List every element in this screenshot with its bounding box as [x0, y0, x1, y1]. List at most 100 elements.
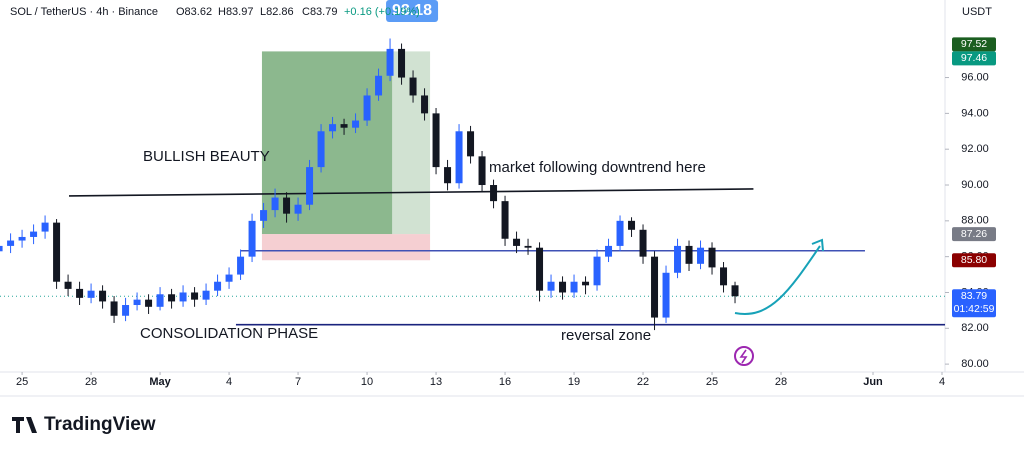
candle-body — [490, 185, 498, 202]
candle-body — [444, 167, 452, 184]
ohlc-low: L82.86 — [260, 6, 294, 18]
candle-body — [179, 292, 187, 302]
x-tick-label: Jun — [863, 376, 883, 388]
candle-body — [30, 231, 38, 237]
candle-body — [133, 299, 141, 306]
countdown: 01:42:59 — [954, 303, 995, 315]
logo-mark — [12, 417, 37, 433]
x-tick-label: 25 — [16, 376, 28, 388]
candle-body — [628, 220, 636, 230]
candle-body — [248, 220, 256, 257]
ohlc-close: C83.79 — [302, 6, 337, 18]
candle-body — [616, 220, 624, 246]
x-tick-label: 4 — [939, 376, 945, 388]
x-tick-label: 28 — [85, 376, 97, 388]
candle-body — [697, 247, 705, 264]
candle-body — [294, 204, 302, 214]
candle-body — [651, 256, 659, 318]
profit-zone — [261, 51, 393, 235]
candle-body — [271, 197, 279, 211]
candle-body — [53, 222, 61, 282]
candle-body — [513, 238, 521, 246]
event-icon[interactable] — [734, 346, 754, 366]
candle-body — [340, 124, 348, 128]
candle-body — [536, 247, 544, 291]
candle-body — [547, 281, 555, 291]
candle-body — [662, 272, 670, 318]
candle-body — [708, 247, 716, 268]
stop-zone — [261, 234, 431, 261]
candle-body — [225, 274, 233, 282]
price-tag-bg — [952, 289, 996, 318]
candle-body — [18, 236, 26, 241]
candle-body — [317, 131, 325, 168]
candle-body — [421, 95, 429, 114]
candle-body — [41, 222, 49, 232]
y-tick-label: 88.00 — [961, 215, 989, 227]
price-tag: 83.79 — [961, 290, 987, 302]
high-tag-bg — [386, 0, 439, 22]
arrow-head — [811, 238, 824, 252]
currency[interactable]: USDT — [962, 6, 992, 18]
y-tick-label: 82.00 — [961, 322, 989, 334]
candle-body — [524, 245, 532, 248]
candle-body — [99, 290, 107, 302]
candle-body — [156, 294, 164, 307]
price-tag-bg — [952, 51, 996, 66]
candle-body — [501, 201, 509, 239]
price-tag: 97.46 — [961, 52, 987, 64]
change: +0.16 (+0.19%) — [344, 6, 420, 18]
high-tag: 98.18 — [392, 2, 432, 19]
candle-body — [582, 281, 590, 286]
candle-body — [145, 299, 153, 307]
y-tick-label: 96.00 — [961, 71, 989, 83]
y-tick-label: 94.00 — [961, 107, 989, 119]
logo[interactable]: TradingView — [12, 414, 156, 435]
y-tick-label: 80.00 — [961, 358, 989, 370]
annotation: reversal zone — [561, 327, 651, 344]
candle-body — [64, 281, 72, 289]
logo-text: TradingView — [44, 414, 156, 435]
candle-body — [110, 301, 118, 316]
candle-body — [260, 210, 268, 221]
price-tag-bg — [952, 253, 996, 268]
candle-body — [306, 167, 314, 205]
candle-body — [202, 290, 210, 300]
candle-body — [363, 95, 371, 121]
y-tick-label: 90.00 — [961, 179, 989, 191]
candle-body — [639, 229, 647, 257]
candle-body — [478, 156, 486, 186]
candle-body — [122, 305, 130, 316]
price-tag: 87.26 — [961, 228, 987, 240]
trend-line — [68, 188, 754, 197]
ohlc-open: O83.62 — [176, 6, 212, 18]
projection-arrow — [734, 245, 821, 315]
x-tick-label: May — [149, 376, 171, 388]
candle-body — [559, 281, 567, 293]
candle-body — [398, 48, 406, 78]
candle-body — [0, 245, 3, 252]
price-tag: 97.52 — [961, 38, 987, 50]
annotation: market following downtrend here — [489, 159, 706, 176]
candle-body — [375, 75, 383, 96]
x-tick-label: 10 — [361, 376, 373, 388]
x-tick-label: 19 — [568, 376, 580, 388]
x-tick-label: 4 — [226, 376, 232, 388]
candle-body — [7, 240, 15, 246]
candle-body — [720, 267, 728, 286]
candle-body — [593, 256, 601, 286]
symbol: SOL / TetherUS · 4h · Binance — [10, 6, 158, 18]
annotation: CONSOLIDATION PHASE — [140, 325, 318, 342]
candle-body — [731, 285, 739, 297]
candle-body — [570, 281, 578, 293]
event-bolt — [739, 349, 748, 364]
candle-body — [685, 245, 693, 264]
candle-body — [283, 197, 291, 214]
candle-body — [352, 120, 360, 128]
ohlc-high: H83.97 — [218, 6, 253, 18]
x-tick-label: 13 — [430, 376, 442, 388]
candle-body — [605, 245, 613, 257]
